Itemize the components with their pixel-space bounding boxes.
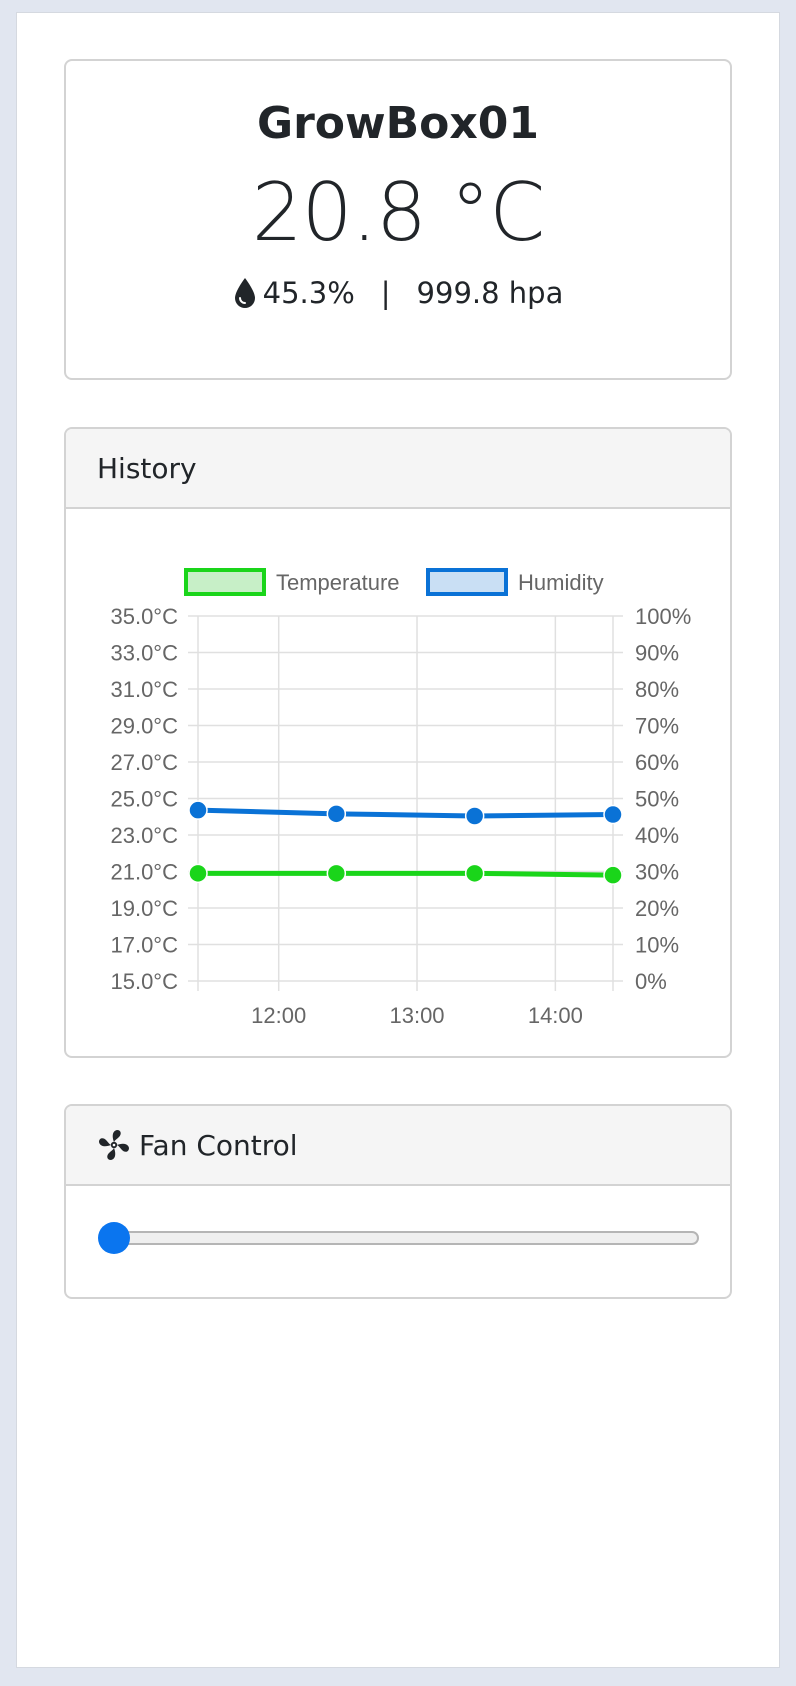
y-left-tick-label: 29.0°C <box>110 714 178 739</box>
device-name: GrowBox01 <box>256 98 540 149</box>
reading-separator: | <box>380 276 391 310</box>
fan-icon <box>99 1130 129 1160</box>
y-right-tick-label: 70% <box>635 714 679 739</box>
legend-label-temperature: Temperature <box>276 570 400 595</box>
fan-control-card: Fan Control <box>64 1104 732 1299</box>
y-left-tick-label: 23.0°C <box>110 823 178 848</box>
y-right-tick-label: 80% <box>635 677 679 702</box>
x-tick-label: 14:00 <box>528 1003 583 1028</box>
y-left-tick-label: 17.0°C <box>110 933 178 958</box>
y-right-tick-label: 90% <box>635 641 679 666</box>
y-right-tick-label: 10% <box>635 933 679 958</box>
history-card: History 15.0°C 0% 17.0°C 10% 19.0°C 20% 21.0°C… <box>64 427 732 1058</box>
fan-control-header: Fan Control <box>66 1106 730 1186</box>
y-left-tick-label: 19.0°C <box>110 896 178 921</box>
series-line-temperature <box>198 870 614 878</box>
y-left-tick-label: 33.0°C <box>110 641 178 666</box>
data-point-temperature <box>603 865 623 885</box>
data-point-humidity <box>603 804 623 825</box>
y-right-tick-label: 30% <box>635 860 679 885</box>
fan-control-title: Fan Control <box>139 1128 298 1162</box>
y-right-tick-label: 60% <box>635 750 679 775</box>
y-right-tick-label: 100% <box>635 604 691 629</box>
fan-speed-slider-thumb[interactable] <box>98 1222 130 1254</box>
y-right-tick-label: 0% <box>635 969 667 994</box>
humidity-reading: 45.3% <box>262 276 355 310</box>
history-chart: 15.0°C 0% 17.0°C 10% 19.0°C 20% 21.0°C 30% 23.0°… <box>110 568 691 1028</box>
y-left-tick-label: 35.0°C <box>110 604 178 629</box>
legend-label-humidity: Humidity <box>518 570 604 595</box>
series-line-humidity <box>197 807 614 819</box>
data-point-humidity <box>464 806 485 826</box>
fan-speed-slider-track[interactable] <box>115 1231 699 1245</box>
data-point-temperature <box>188 863 208 884</box>
temperature-reading: 20.8 °C <box>251 166 545 259</box>
pressure-reading: 999.8 hpa <box>416 276 564 310</box>
status-card: GrowBox01 20.8 °C 45.3% | 999.8 hpa <box>64 59 732 380</box>
y-left-tick-label: 27.0°C <box>110 750 178 775</box>
y-right-tick-label: 20% <box>635 896 679 921</box>
y-left-tick-label: 15.0°C <box>110 969 178 994</box>
x-tick-label: 13:00 <box>389 1003 444 1028</box>
y-left-tick-label: 31.0°C <box>110 677 178 702</box>
legend-swatch-temperature <box>184 568 266 596</box>
y-left-tick-label: 21.0°C <box>110 860 178 885</box>
y-right-tick-label: 50% <box>635 787 679 812</box>
data-point-temperature <box>464 863 485 884</box>
data-point-humidity <box>326 804 347 824</box>
legend-swatch-humidity <box>426 568 508 596</box>
water-drop-icon <box>234 278 255 308</box>
history-title: History <box>97 451 197 485</box>
y-left-tick-label: 25.0°C <box>110 787 178 812</box>
x-tick-label: 12:00 <box>251 1003 306 1028</box>
y-right-tick-label: 40% <box>635 823 679 848</box>
data-point-humidity <box>188 800 208 820</box>
data-point-temperature <box>326 863 347 884</box>
secondary-readings: 45.3% | 999.8 hpa <box>66 273 730 313</box>
history-header: History <box>66 429 730 509</box>
